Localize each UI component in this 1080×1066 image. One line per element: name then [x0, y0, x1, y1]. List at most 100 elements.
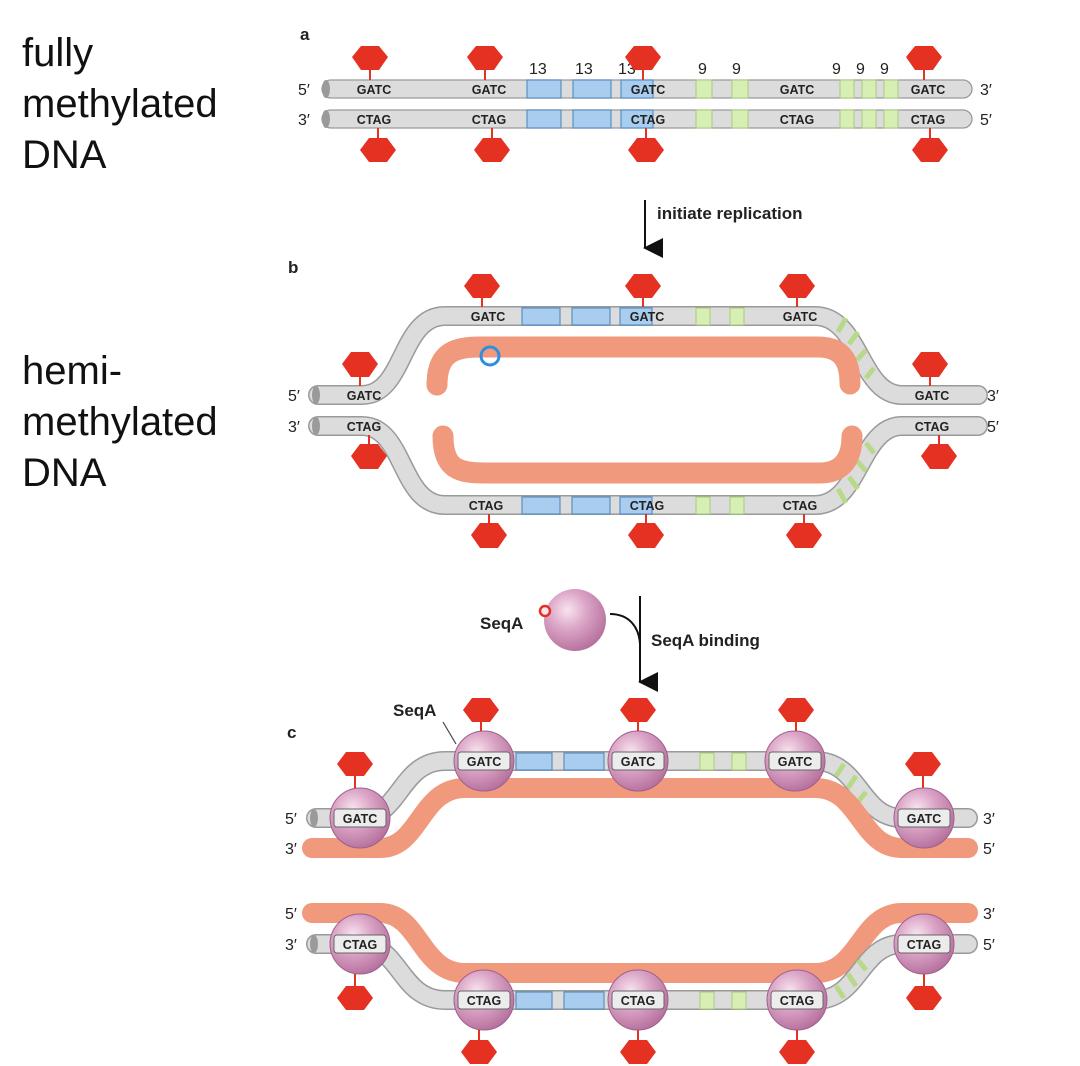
repeat-9-label: 9	[698, 61, 707, 78]
methyl-group-icon	[474, 138, 510, 162]
panel-a-top-strand	[321, 79, 973, 99]
methyl-group-icon	[906, 46, 942, 70]
methyl-group-icon	[912, 352, 948, 377]
panel-b-parental-top-strand	[308, 306, 988, 405]
ctag-site: CTAG	[467, 994, 502, 1008]
ctag-site: CTAG	[469, 499, 504, 513]
c-lower-right-3prime: 3′	[983, 906, 995, 923]
ctag-site: CTAG	[780, 113, 815, 127]
b-top-5prime: 5′	[288, 388, 300, 405]
repeat-9-label: 9	[880, 61, 889, 78]
c-upper-right-5prime: 5′	[983, 841, 995, 858]
c-lower-right-5prime: 5′	[983, 937, 995, 954]
methyl-group-icon	[912, 138, 948, 162]
gatc-site: GATC	[778, 755, 813, 769]
b-bottom-3prime: 3′	[288, 419, 300, 436]
panel-c: c SeqA	[285, 698, 995, 1064]
methyl-group-icon	[628, 523, 664, 548]
gatc-site: GATC	[783, 310, 818, 324]
methyl-group-icon	[620, 698, 656, 722]
methyl-group-icon	[628, 138, 664, 162]
methyl-group-icon	[786, 523, 822, 548]
methyl-group-icon	[352, 46, 388, 70]
gatc-site: GATC	[357, 83, 392, 97]
panel-label-b: b	[288, 258, 298, 277]
panel-c-methyl-groups	[337, 698, 942, 1064]
methyl-group-icon	[467, 46, 503, 70]
gatc-site: GATC	[472, 83, 507, 97]
gatc-site: GATC	[780, 83, 815, 97]
ctag-site: CTAG	[630, 499, 665, 513]
step-seqa-binding: SeqA SeqA binding	[480, 589, 760, 692]
gatc-site: GATC	[347, 389, 382, 403]
panel-label-c: c	[287, 723, 296, 742]
seqa-callout-label: SeqA	[393, 701, 436, 720]
gatc-site: GATC	[915, 389, 950, 403]
methyl-group-icon	[778, 698, 814, 722]
panel-a-methyl-groups	[352, 46, 948, 162]
ctag-site: CTAG	[780, 994, 815, 1008]
repeat-9-label: 9	[832, 61, 841, 78]
a-bottom-5prime: 5′	[980, 112, 992, 129]
methyl-group-icon	[921, 444, 957, 469]
label-hemi-methylated-dna: hemi- methylated DNA	[22, 349, 218, 495]
ctag-site: CTAG	[347, 420, 382, 434]
c-lower-5prime: 5′	[285, 906, 297, 923]
methyl-group-icon	[471, 523, 507, 548]
panel-label-a: a	[300, 25, 310, 44]
methyl-group-icon	[463, 698, 499, 722]
panel-b: b	[288, 258, 999, 548]
methyl-group-icon	[337, 752, 373, 776]
a-top-3prime: 3′	[980, 82, 992, 99]
methyl-group-icon	[360, 138, 396, 162]
c-lower-3prime: 3′	[285, 937, 297, 954]
ctag-site: CTAG	[621, 994, 656, 1008]
repeat-13-label: 13	[575, 61, 593, 78]
a-bottom-3prime: 3′	[298, 112, 310, 129]
methyl-group-icon	[906, 986, 942, 1010]
step-initiate-replication: initiate replication	[643, 200, 802, 258]
label-fully-methylated-dna: fully methylated DNA	[22, 31, 218, 177]
methyl-group-icon	[779, 1040, 815, 1064]
initiate-replication-label: initiate replication	[657, 204, 802, 223]
gatc-site: GATC	[911, 83, 946, 97]
ctag-site: CTAG	[472, 113, 507, 127]
panel-b-methyl-groups	[342, 274, 957, 548]
seqa-binding-site-icon	[538, 604, 552, 618]
seqa-label: SeqA	[480, 614, 523, 633]
ctag-site: CTAG	[783, 499, 818, 513]
panel-a: a	[298, 25, 992, 162]
gatc-site: GATC	[471, 310, 506, 324]
gatc-site: GATC	[343, 812, 378, 826]
seqa-protein-icon	[544, 589, 606, 651]
gatc-site: GATC	[467, 755, 502, 769]
methyl-group-icon	[625, 46, 661, 70]
c-upper-right-3prime: 3′	[983, 811, 995, 828]
seqa-binding-label: SeqA binding	[651, 631, 760, 650]
b-bottom-5prime: 5′	[987, 419, 999, 436]
methyl-group-icon	[342, 352, 378, 377]
methyl-group-icon	[337, 986, 373, 1010]
cursor-ring-icon	[479, 345, 501, 367]
repeat-13-label: 13	[529, 61, 547, 78]
gatc-site: GATC	[631, 83, 666, 97]
methyl-group-icon	[461, 1040, 497, 1064]
gatc-site: GATC	[630, 310, 665, 324]
ctag-site: CTAG	[357, 113, 392, 127]
ctag-site: CTAG	[631, 113, 666, 127]
methyl-group-icon	[464, 274, 500, 298]
methyl-group-icon	[620, 1040, 656, 1064]
methyl-group-icon	[905, 752, 941, 776]
new-strand-top	[426, 336, 861, 396]
repeat-9-label: 9	[856, 61, 865, 78]
a-top-5prime: 5′	[298, 82, 310, 99]
methyl-group-icon	[779, 274, 815, 298]
ctag-site: CTAG	[911, 113, 946, 127]
b-top-3prime: 3′	[987, 388, 999, 405]
ctag-site: CTAG	[343, 938, 378, 952]
gatc-site: GATC	[621, 755, 656, 769]
ctag-site: CTAG	[907, 938, 942, 952]
c-upper-3prime: 3′	[285, 841, 297, 858]
new-strand-bottom	[432, 425, 863, 484]
